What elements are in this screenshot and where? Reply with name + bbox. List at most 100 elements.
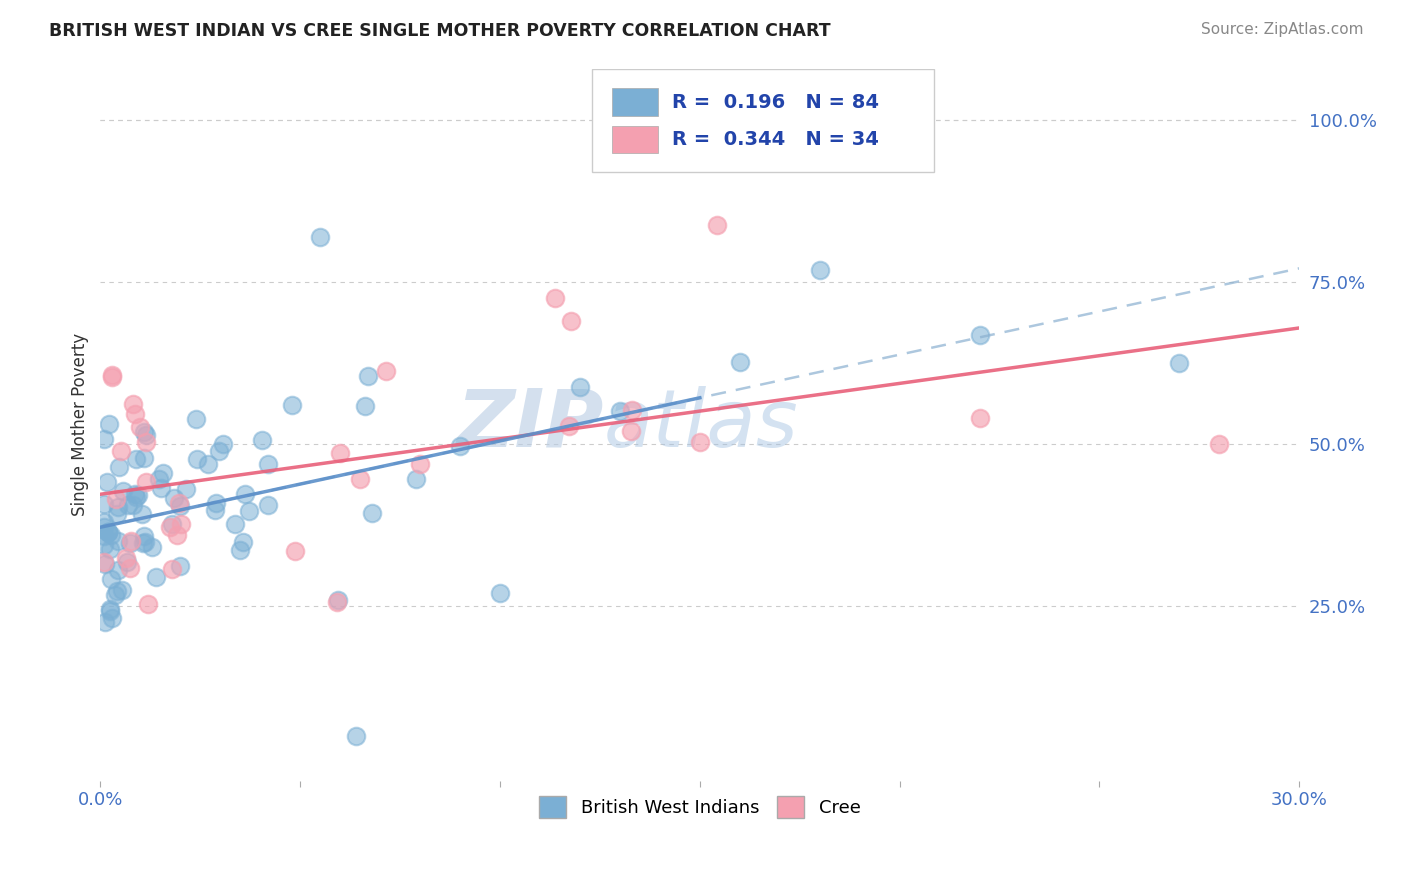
Point: [169, 516, 191, 531]
Point: [257, 498, 280, 512]
Point: [357, 368, 380, 383]
Point: [706, 219, 728, 233]
Point: [107, 500, 129, 514]
FancyBboxPatch shape: [612, 88, 658, 116]
Point: [101, 611, 124, 625]
Point: [93, 432, 115, 446]
Point: [100, 528, 122, 542]
Point: [568, 380, 591, 394]
Point: [152, 466, 174, 480]
Point: [281, 398, 304, 412]
Point: [224, 517, 246, 532]
Point: [544, 291, 567, 305]
Point: [132, 450, 155, 465]
FancyBboxPatch shape: [612, 127, 658, 153]
Point: [94, 615, 117, 630]
Point: [489, 586, 512, 600]
Point: [96, 524, 118, 539]
Point: [93, 538, 115, 552]
Point: [93, 520, 115, 534]
Point: [98, 604, 121, 618]
Point: [621, 403, 644, 417]
Point: [361, 506, 384, 520]
Point: [284, 544, 307, 558]
Point: [138, 597, 160, 611]
Point: [204, 502, 226, 516]
Point: [250, 433, 273, 447]
Point: [124, 451, 146, 466]
Point: [609, 404, 631, 418]
Point: [326, 593, 349, 607]
Point: [145, 570, 167, 584]
Point: [309, 230, 332, 244]
Point: [184, 412, 207, 426]
Point: [124, 407, 146, 421]
Point: [120, 561, 142, 575]
Point: [186, 451, 208, 466]
Point: [93, 529, 115, 543]
Text: R =  0.344   N = 34: R = 0.344 N = 34: [672, 130, 879, 149]
Point: [124, 487, 146, 501]
Point: [167, 496, 190, 510]
Legend: British West Indians, Cree: British West Indians, Cree: [531, 789, 868, 825]
Point: [108, 459, 131, 474]
Point: [134, 535, 156, 549]
Point: [93, 515, 115, 529]
Point: [166, 527, 188, 541]
Point: [326, 595, 349, 609]
Point: [105, 508, 128, 522]
Point: [134, 528, 156, 542]
Point: [353, 399, 375, 413]
Point: [96, 475, 118, 490]
Point: [969, 411, 991, 425]
Point: [169, 558, 191, 573]
Point: [128, 420, 150, 434]
Text: Source: ZipAtlas.com: Source: ZipAtlas.com: [1201, 22, 1364, 37]
Point: [159, 520, 181, 534]
Point: [97, 524, 120, 539]
Y-axis label: Single Mother Poverty: Single Mother Poverty: [72, 334, 89, 516]
Point: [558, 418, 581, 433]
Point: [169, 500, 191, 514]
Point: [127, 488, 149, 502]
Point: [689, 435, 711, 450]
Point: [349, 472, 371, 486]
Point: [118, 536, 141, 550]
Point: [449, 439, 471, 453]
Point: [117, 498, 139, 512]
Point: [122, 397, 145, 411]
Point: [808, 263, 831, 277]
Point: [105, 584, 128, 599]
Point: [148, 472, 170, 486]
Point: [107, 534, 129, 549]
Point: [205, 496, 228, 510]
Point: [160, 562, 183, 576]
Point: [97, 524, 120, 539]
Point: [120, 533, 142, 548]
Point: [160, 517, 183, 532]
Point: [238, 503, 260, 517]
Point: [211, 437, 233, 451]
Point: [257, 458, 280, 472]
Point: [98, 541, 121, 556]
Point: [93, 497, 115, 511]
Point: [620, 424, 643, 438]
Point: [132, 535, 155, 549]
Point: [560, 314, 582, 328]
Point: [94, 558, 117, 572]
Point: [100, 572, 122, 586]
Point: [150, 482, 173, 496]
Point: [104, 588, 127, 602]
Text: BRITISH WEST INDIAN VS CREE SINGLE MOTHER POVERTY CORRELATION CHART: BRITISH WEST INDIAN VS CREE SINGLE MOTHE…: [49, 22, 831, 40]
Point: [229, 543, 252, 558]
Point: [134, 425, 156, 440]
Point: [1208, 437, 1230, 451]
Point: [98, 417, 121, 431]
Point: [114, 550, 136, 565]
Point: [375, 363, 398, 377]
Point: [125, 490, 148, 504]
Point: [174, 482, 197, 496]
Point: [197, 457, 219, 471]
Point: [135, 435, 157, 450]
Point: [107, 563, 129, 577]
